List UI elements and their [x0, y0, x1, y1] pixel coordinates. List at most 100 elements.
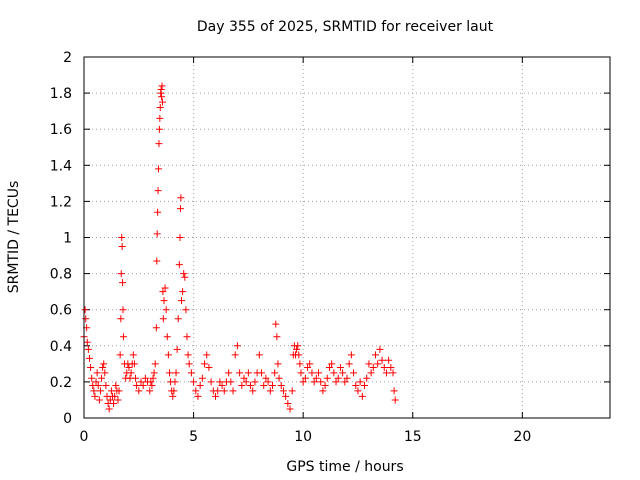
data-point-marker — [177, 194, 185, 202]
data-point-marker — [162, 306, 170, 314]
data-point-marker — [129, 351, 137, 359]
data-point-marker — [110, 400, 118, 408]
data-point-marker — [95, 396, 103, 404]
data-point-marker — [297, 369, 305, 377]
grid-lines — [84, 57, 610, 418]
data-point-marker — [176, 205, 184, 213]
data-point-marker — [155, 140, 163, 148]
data-point-marker — [385, 356, 393, 364]
y-tick-label: 2 — [63, 50, 72, 66]
data-point-marker — [361, 382, 369, 390]
data-point-marker — [133, 382, 141, 390]
data-point-marker — [244, 369, 252, 377]
x-tick-label: 5 — [189, 429, 198, 445]
data-point-marker — [274, 360, 282, 368]
x-tick-label: 10 — [294, 429, 312, 445]
data-point-marker — [174, 315, 182, 323]
chart-title: Day 355 of 2025, SRMTID for receiver lau… — [197, 19, 494, 35]
data-point-marker — [271, 369, 279, 377]
data-point-marker — [225, 369, 233, 377]
data-point-marker — [247, 382, 255, 390]
data-point-marker — [139, 382, 147, 390]
data-point-marker — [172, 369, 180, 377]
data-point-marker — [294, 342, 302, 350]
data-point-marker — [266, 387, 274, 395]
data-point-marker — [137, 378, 145, 386]
y-tick-label: 1.6 — [50, 122, 72, 138]
data-point-marker — [158, 82, 166, 90]
data-point-marker — [260, 382, 268, 390]
data-point-marker — [352, 382, 360, 390]
data-point-marker — [154, 187, 162, 195]
data-point-marker — [106, 396, 114, 404]
data-point-marker — [132, 374, 140, 382]
data-point-marker — [125, 363, 133, 371]
x-axis-label: GPS time / hours — [286, 459, 403, 475]
data-point-marker — [249, 387, 257, 395]
data-point-marker — [92, 378, 100, 386]
y-tick-label: 1.8 — [50, 86, 72, 102]
data-point-marker — [312, 374, 320, 382]
data-point-marker — [187, 369, 195, 377]
data-point-marker — [201, 360, 209, 368]
data-point-marker — [117, 315, 125, 323]
data-point-marker — [102, 382, 110, 390]
data-point-marker — [231, 351, 239, 359]
data-point-marker — [98, 374, 106, 382]
data-point-marker — [94, 382, 102, 390]
data-point-marker — [81, 306, 89, 314]
data-point-marker — [116, 351, 124, 359]
plot-frame — [83, 56, 611, 419]
data-point-marker — [391, 396, 399, 404]
data-point-marker — [93, 369, 101, 377]
data-point-marker — [255, 351, 263, 359]
data-point-marker — [272, 320, 280, 328]
data-point-marker — [339, 369, 347, 377]
data-point-marker — [304, 363, 312, 371]
y-axis-label: SRMTID / TECUs — [6, 181, 22, 294]
data-point-marker — [389, 369, 397, 377]
data-point-marker — [207, 378, 215, 386]
data-point-marker — [336, 363, 344, 371]
data-point-marker — [155, 165, 163, 173]
data-point-marker — [114, 396, 122, 404]
data-point-marker — [91, 392, 99, 400]
data-point-marker — [130, 360, 138, 368]
data-point-marker — [262, 374, 270, 382]
data-point-marker — [345, 360, 353, 368]
data-point-marker — [273, 333, 281, 341]
data-point-marker — [374, 360, 382, 368]
data-point-marker — [284, 400, 292, 408]
data-point-marker — [148, 382, 156, 390]
data-point-marker — [212, 392, 219, 400]
data-point-marker — [332, 378, 340, 386]
data-point-marker — [175, 261, 183, 269]
data-point-marker — [343, 374, 351, 382]
data-point-marker — [135, 387, 143, 395]
data-point-marker — [100, 360, 108, 368]
data-point-marker — [118, 234, 126, 241]
y-tick-label: 0.8 — [50, 267, 72, 283]
data-point-marker — [156, 104, 164, 112]
data-point-marker — [367, 369, 375, 377]
data-point-marker — [99, 363, 107, 371]
data-point-marker — [161, 284, 169, 292]
data-point-marker — [96, 387, 104, 395]
data-point-marker — [205, 363, 213, 371]
data-point-marker — [387, 363, 395, 371]
x-tick-label: 0 — [80, 429, 89, 445]
data-point-marker — [264, 378, 272, 386]
data-point-marker — [105, 405, 113, 413]
data-point-marker — [238, 382, 246, 390]
data-point-marker — [306, 360, 314, 368]
data-point-marker — [288, 387, 296, 395]
data-point-marker — [358, 392, 366, 400]
data-point-marker — [240, 374, 248, 382]
data-point-marker — [218, 382, 226, 390]
data-point-marker — [160, 297, 168, 305]
data-point-marker — [308, 369, 316, 377]
data-point-marker — [328, 360, 336, 368]
data-points — [80, 82, 399, 413]
data-point-marker — [251, 378, 259, 386]
